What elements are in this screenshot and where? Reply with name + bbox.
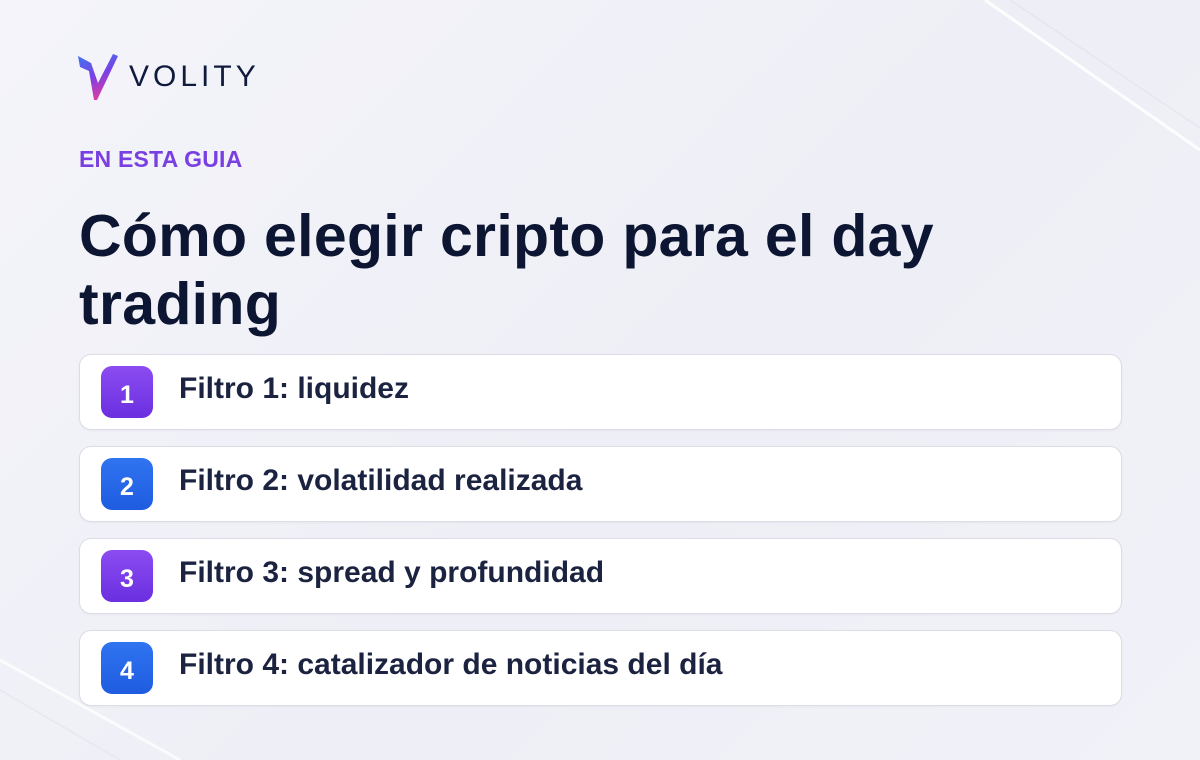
list-item-filter-1: 1 Filtro 1: liquidez [79, 354, 1122, 430]
page-title: Cómo elegir cripto para el day trading [79, 203, 934, 337]
list-item-filter-4: 4 Filtro 4: catalizador de noticias del … [79, 630, 1122, 706]
filter-list: 1 Filtro 1: liquidez 2 Filtro 2: volatil… [79, 354, 1122, 722]
volity-v-logo-icon [78, 54, 118, 100]
list-item-label: Filtro 4: catalizador de noticias del dí… [179, 647, 723, 681]
section-eyebrow: EN ESTA GUIA [79, 146, 243, 172]
step-number-badge: 2 [101, 458, 153, 510]
step-number-badge: 1 [101, 366, 153, 418]
brand-name: VOLITY [129, 60, 260, 93]
list-item-filter-2: 2 Filtro 2: volatilidad realizada [79, 446, 1122, 522]
list-item-filter-3: 3 Filtro 3: spread y profundidad [79, 538, 1122, 614]
step-number-badge: 4 [101, 642, 153, 694]
list-item-label: Filtro 3: spread y profundidad [179, 555, 605, 589]
brand-logo: VOLITY [77, 53, 260, 101]
list-item-label: Filtro 2: volatilidad realizada [179, 463, 583, 497]
step-number-badge: 3 [101, 550, 153, 602]
list-item-label: Filtro 1: liquidez [179, 371, 409, 405]
